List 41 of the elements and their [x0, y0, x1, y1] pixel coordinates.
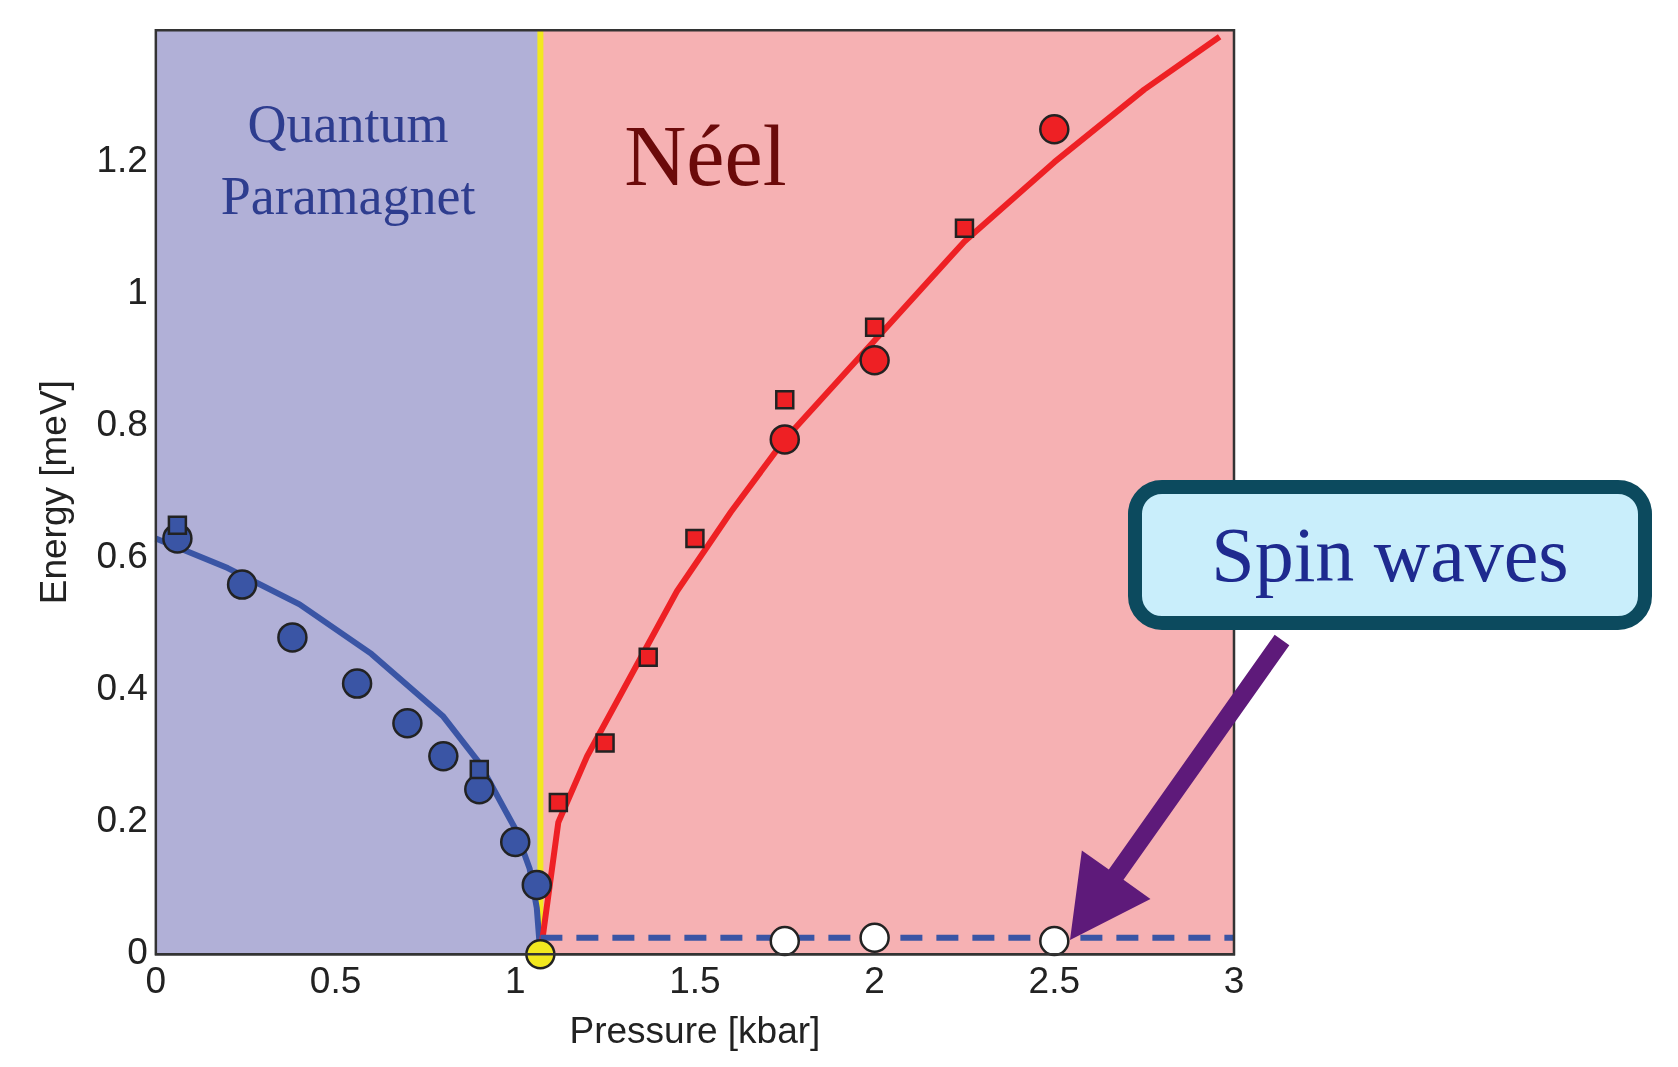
- y-tick-label: 0.6: [96, 535, 148, 577]
- x-tick-label: 2: [864, 959, 885, 1001]
- annotation: Spin waves: [1128, 480, 1652, 630]
- point: [859, 344, 890, 376]
- point: [775, 390, 795, 410]
- x-tick-label: 3: [1223, 959, 1245, 1001]
- y-tick-label: 0.2: [96, 799, 148, 841]
- point: [277, 622, 308, 653]
- x-tick-label: 1: [504, 959, 526, 1001]
- band-label: Quantum Paramagnet: [220, 94, 476, 226]
- y-tick-label: 1: [127, 271, 148, 313]
- x-tick-label: 2.5: [1028, 959, 1081, 1001]
- point: [499, 826, 531, 858]
- point: [595, 733, 615, 753]
- point: [392, 707, 423, 739]
- point: [638, 647, 658, 667]
- point: [525, 938, 556, 970]
- point: [548, 792, 569, 813]
- y-tick-label: 0.8: [96, 403, 148, 445]
- point: [226, 569, 258, 600]
- point: [469, 759, 490, 780]
- x-axis-title: Pressure [kbar]: [569, 1010, 821, 1051]
- point: [685, 528, 705, 549]
- point: [859, 922, 890, 953]
- point: [954, 218, 975, 238]
- y-tick-label: 1.2: [96, 139, 148, 181]
- x-tick-label: 1.5: [669, 959, 721, 1001]
- point: [167, 515, 188, 535]
- y-tick-label: 0: [127, 931, 148, 973]
- point: [341, 668, 373, 699]
- y-axis-title: Energy [meV]: [33, 380, 75, 605]
- point: [769, 925, 801, 957]
- point: [521, 869, 553, 901]
- y-tick-label: 0.4: [96, 667, 148, 709]
- point: [769, 424, 801, 455]
- point: [428, 740, 459, 772]
- point: [1039, 113, 1070, 145]
- point: [1039, 925, 1070, 957]
- x-tick-label: 0.5: [309, 959, 362, 1001]
- point: [864, 317, 885, 337]
- band-label: Néel: [624, 108, 787, 204]
